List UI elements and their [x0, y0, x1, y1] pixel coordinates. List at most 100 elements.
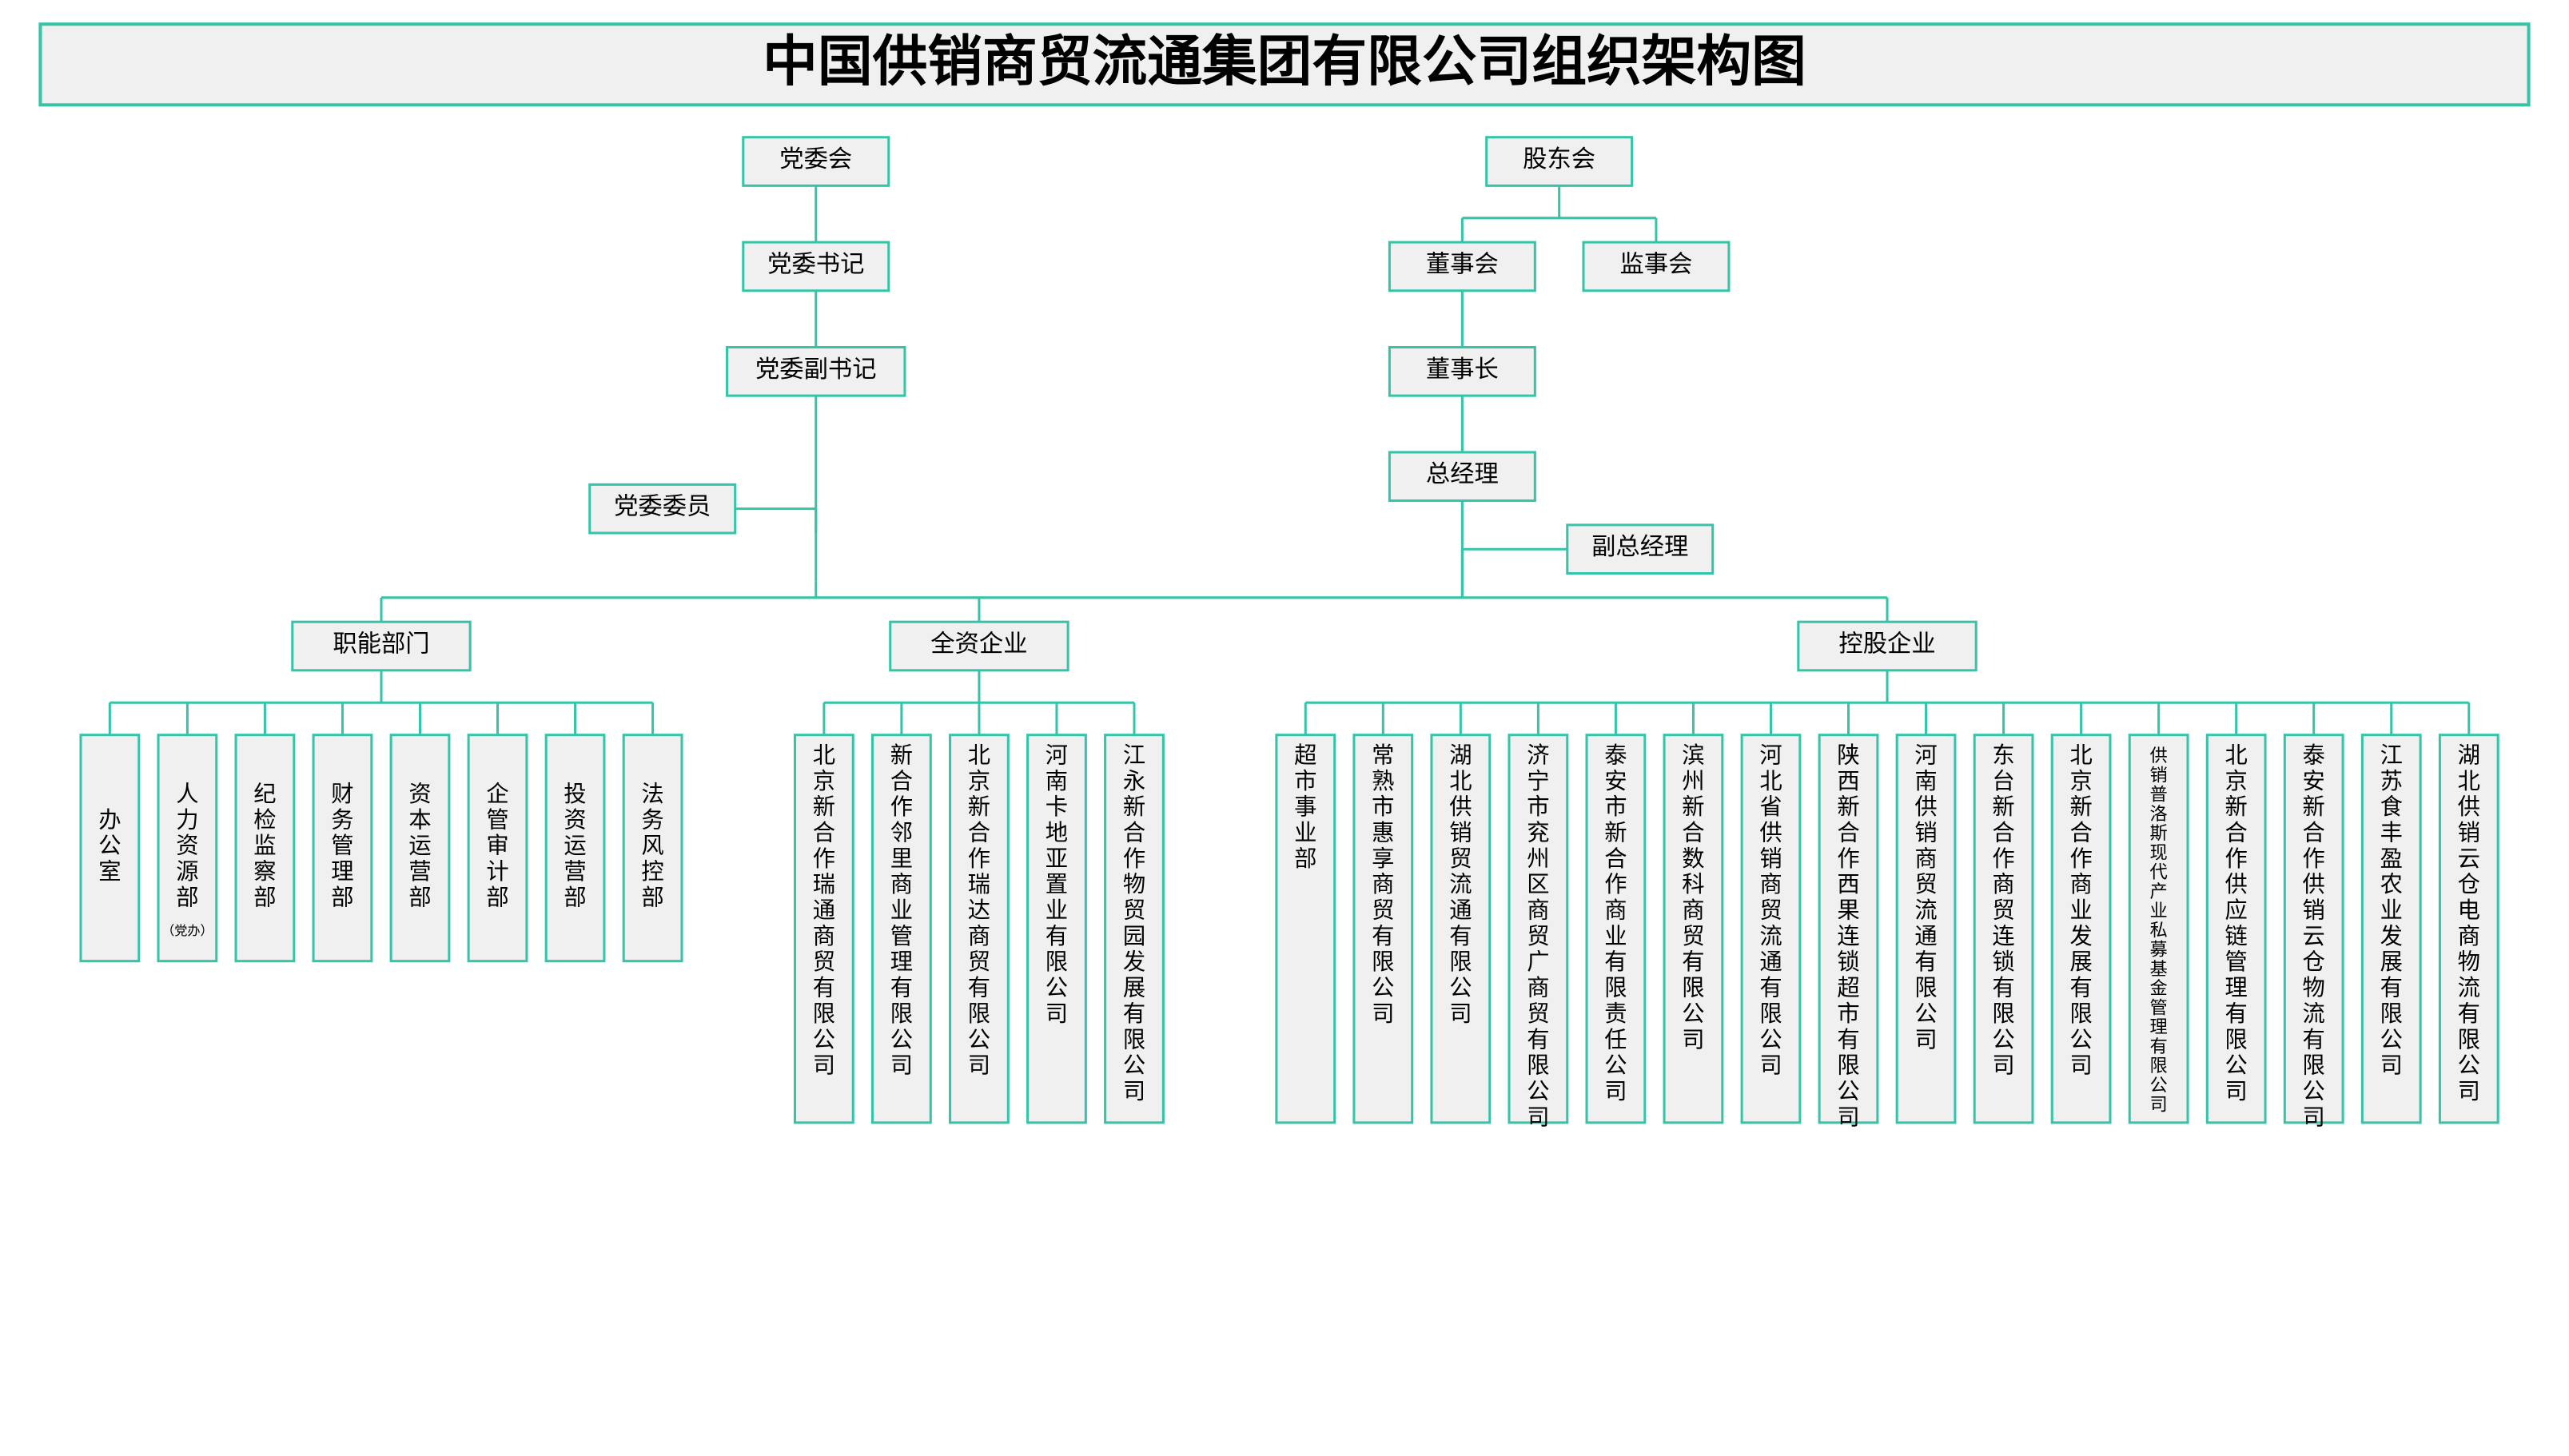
- svg-text:公: 公: [1682, 1002, 1704, 1027]
- svg-text:限: 限: [1682, 977, 1704, 1001]
- svg-text:作: 作: [2303, 846, 2325, 872]
- svg-text:限: 限: [1914, 977, 1937, 1001]
- svg-text:限: 限: [813, 1002, 835, 1027]
- svg-text:审: 审: [486, 833, 508, 859]
- svg-text:新: 新: [890, 742, 913, 768]
- svg-text:公: 公: [1604, 1054, 1627, 1079]
- svg-text:流: 流: [1449, 872, 1472, 897]
- svg-text:有: 有: [1682, 949, 1704, 975]
- svg-text:商: 商: [1604, 898, 1627, 924]
- svg-text:新: 新: [2225, 794, 2248, 820]
- svg-text:仓: 仓: [2458, 872, 2480, 897]
- svg-text:限: 限: [1604, 977, 1627, 1001]
- svg-text:作: 作: [1123, 846, 1145, 872]
- svg-text:商: 商: [1759, 872, 1782, 897]
- svg-text:洛: 洛: [2150, 804, 2168, 824]
- svg-text:限: 限: [1837, 1054, 1859, 1079]
- svg-text:苏: 苏: [2380, 769, 2403, 794]
- svg-text:有: 有: [2458, 1001, 2480, 1027]
- svg-text:超: 超: [1294, 742, 1316, 768]
- svg-text:销: 销: [1759, 846, 1782, 872]
- svg-text:北: 北: [968, 743, 990, 768]
- svg-text:司: 司: [890, 1054, 913, 1079]
- svg-text:新: 新: [813, 794, 835, 820]
- svg-text:部: 部: [1294, 846, 1316, 872]
- svg-text:合: 合: [1992, 821, 2014, 846]
- svg-text:兖: 兖: [1527, 821, 1549, 846]
- svg-text:河: 河: [1914, 743, 1937, 768]
- svg-text:供: 供: [1914, 794, 1937, 820]
- svg-text:限: 限: [2380, 1002, 2403, 1027]
- svg-text:责: 责: [1604, 1001, 1627, 1027]
- svg-text:部: 部: [176, 885, 198, 910]
- svg-text:有: 有: [1992, 976, 2014, 1001]
- svg-text:司: 司: [2458, 1080, 2480, 1104]
- svg-text:北: 北: [1759, 770, 1782, 794]
- svg-text:连: 连: [1992, 924, 2014, 949]
- svg-text:新: 新: [968, 794, 990, 820]
- svg-text:展: 展: [2069, 950, 2092, 975]
- svg-text:亚: 亚: [1046, 847, 1068, 872]
- svg-text:销: 销: [2150, 765, 2168, 785]
- svg-text:作: 作: [813, 846, 835, 872]
- svg-text:新: 新: [1123, 794, 1145, 820]
- svg-text:销: 销: [2303, 898, 2325, 924]
- svg-text:商: 商: [1992, 872, 2014, 897]
- svg-text:募: 募: [2150, 940, 2168, 960]
- svg-text:限: 限: [1449, 950, 1472, 975]
- svg-text:合: 合: [1682, 821, 1704, 846]
- svg-text:司: 司: [1449, 1002, 1472, 1027]
- svg-text:总经理: 总经理: [1426, 460, 1499, 487]
- svg-text:理: 理: [890, 950, 913, 975]
- svg-text:作: 作: [2225, 846, 2248, 872]
- svg-text:公: 公: [2225, 1054, 2248, 1079]
- svg-text:公: 公: [2303, 1080, 2325, 1104]
- svg-text:有: 有: [1914, 949, 1937, 975]
- svg-text:贸: 贸: [1449, 846, 1472, 872]
- svg-text:公: 公: [890, 1028, 913, 1052]
- svg-text:贸: 贸: [813, 949, 835, 975]
- svg-text:合: 合: [968, 821, 990, 846]
- svg-text:云: 云: [2458, 847, 2480, 872]
- svg-text:京: 京: [968, 769, 990, 794]
- svg-text:熟: 熟: [1372, 769, 1394, 794]
- svg-text:务: 务: [641, 807, 663, 833]
- svg-text:公: 公: [1046, 977, 1068, 1001]
- svg-text:党委副书记: 党委副书记: [755, 356, 877, 383]
- svg-text:有: 有: [2150, 1036, 2168, 1056]
- svg-text:里: 里: [890, 847, 913, 872]
- svg-text:南: 南: [1914, 769, 1937, 794]
- svg-text:湖: 湖: [1449, 743, 1472, 768]
- svg-text:流: 流: [1914, 898, 1937, 924]
- svg-text:公: 公: [1992, 1028, 2014, 1052]
- svg-text:公: 公: [968, 1028, 990, 1052]
- svg-text:司: 司: [1992, 1054, 2014, 1079]
- svg-text:部: 部: [641, 885, 663, 910]
- svg-text:发: 发: [2380, 924, 2403, 949]
- svg-text:京: 京: [2069, 769, 2092, 794]
- svg-text:商: 商: [1527, 898, 1549, 924]
- svg-text:有: 有: [968, 976, 990, 1001]
- svg-text:司: 司: [1759, 1054, 1782, 1079]
- svg-text:管: 管: [331, 833, 353, 859]
- svg-text:通: 通: [1449, 899, 1472, 924]
- svg-text:瑞: 瑞: [968, 872, 990, 897]
- svg-text:河: 河: [1759, 743, 1782, 768]
- svg-text:限: 限: [1372, 950, 1394, 975]
- svg-text:营: 营: [564, 859, 586, 885]
- svg-text:合: 合: [1837, 821, 1859, 846]
- svg-text:有: 有: [813, 976, 835, 1001]
- svg-text:宁: 宁: [1527, 769, 1549, 794]
- svg-text:作: 作: [1604, 872, 1627, 897]
- svg-text:新: 新: [1604, 821, 1627, 846]
- svg-text:安: 安: [1604, 769, 1627, 794]
- svg-text:销: 销: [1449, 821, 1472, 846]
- svg-text:司: 司: [1372, 1002, 1394, 1027]
- svg-text:检: 检: [253, 807, 276, 833]
- svg-text:合: 合: [2069, 821, 2092, 846]
- svg-text:作: 作: [1992, 846, 2014, 872]
- svg-text:商: 商: [813, 924, 835, 949]
- svg-text:资: 资: [408, 782, 431, 807]
- svg-text:公: 公: [1123, 1054, 1145, 1079]
- svg-text:食: 食: [2380, 794, 2403, 820]
